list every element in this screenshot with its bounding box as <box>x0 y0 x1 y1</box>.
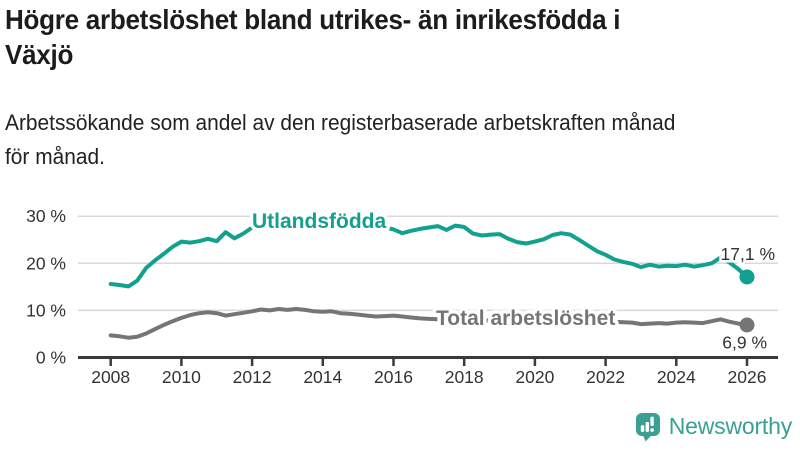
chart-subtitle: Arbetssökande som andel av den registerb… <box>5 106 675 174</box>
x-axis-label-2016: 2016 <box>374 367 413 387</box>
page-title: Högre arbetslöshet bland utrikes- än inr… <box>5 2 744 72</box>
x-axis-label-2020: 2020 <box>515 367 554 387</box>
line-chart: 2008 2010 2012 2014 2016 2018 2020 2022 2024 2026… <box>0 190 800 395</box>
page-title-line2: Växjö <box>5 39 74 70</box>
series-line-total <box>108 307 749 340</box>
x-axis-label-2014: 2014 <box>303 367 342 387</box>
y-axis-label-20: 20 % <box>26 253 66 273</box>
x-axis-label-2024: 2024 <box>657 367 696 387</box>
chart-subtitle-line1: Arbetssökande som andel av den registerb… <box>5 110 676 135</box>
end-value-label-total: 6,9 % <box>722 333 767 353</box>
x-axis-label-2018: 2018 <box>445 367 484 387</box>
series-line-utlandsfodda <box>108 221 749 289</box>
line-chart-canvas: 2008 2010 2012 2014 2016 2018 2020 2022 2024 2026… <box>26 206 778 387</box>
header: Högre arbetslöshet bland utrikes- än inr… <box>5 2 800 169</box>
series-label-total: Total arbetslöshet <box>436 307 615 330</box>
newsworthy-icon <box>635 412 660 441</box>
x-axis-label-2012: 2012 <box>233 367 272 387</box>
x-axis-label-2026: 2026 <box>728 367 767 387</box>
y-axis-label-10: 10 % <box>26 300 66 320</box>
y-axis-label-30: 30 % <box>26 206 66 226</box>
series-label-utlandsfodda: Utlandsfödda <box>252 210 386 233</box>
newsworthy-logo[interactable]: Newsworthy <box>635 411 792 442</box>
end-dot-total <box>739 317 755 333</box>
chart-subtitle-line2: för månad. <box>5 144 105 169</box>
x-axis-label-2022: 2022 <box>586 367 625 387</box>
brand-name: Newsworthy <box>668 412 792 439</box>
end-dot-utlandsfodda <box>739 269 755 285</box>
end-value-label-utlandsfodda: 17,1 % <box>721 244 775 264</box>
x-axis-label-2008: 2008 <box>91 367 130 387</box>
y-axis-label-0: 0 % <box>36 348 66 368</box>
footer: Newsworthy <box>635 406 792 446</box>
page-title-line1: Högre arbetslöshet bland utrikes- än inr… <box>5 4 621 35</box>
x-axis-label-2010: 2010 <box>162 367 201 387</box>
